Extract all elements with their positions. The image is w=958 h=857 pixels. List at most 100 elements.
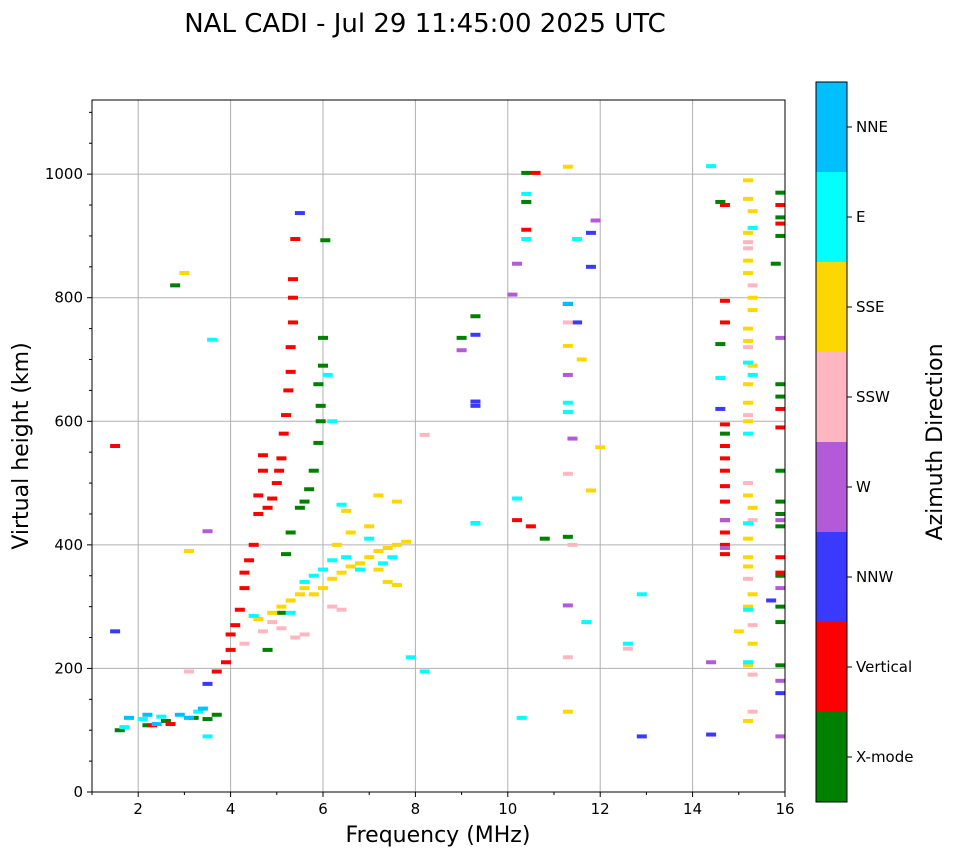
data-point [747, 623, 758, 628]
data-point [253, 493, 264, 498]
colorbar-tick-label: SSW [856, 388, 890, 406]
data-point [636, 592, 647, 597]
data-point [770, 261, 781, 266]
data-point [747, 209, 758, 214]
data-point [775, 555, 786, 560]
series-w [202, 218, 786, 739]
data-point [539, 536, 550, 541]
data-point [202, 717, 213, 722]
data-point [287, 320, 298, 325]
data-point [743, 400, 754, 405]
data-point [581, 620, 592, 625]
data-point [525, 524, 536, 529]
data-point [287, 295, 298, 300]
colorbar-tick-label: SSE [856, 298, 885, 316]
data-point [572, 320, 583, 325]
data-point [521, 199, 532, 204]
data-point [743, 607, 754, 612]
data-point [211, 669, 222, 674]
series-vertical [110, 170, 786, 728]
data-point [775, 570, 786, 575]
series-nnw [110, 211, 786, 739]
data-point [193, 709, 204, 714]
colorbar-frame [815, 81, 848, 803]
data-point [719, 552, 730, 557]
colorbar-swatch [816, 442, 847, 532]
data-point [747, 308, 758, 313]
data-point [715, 376, 726, 381]
data-point [373, 567, 384, 572]
data-point [521, 170, 532, 175]
x-tick-label: 8 [411, 800, 421, 818]
colorbar-label: Azimuth Direction [923, 343, 948, 540]
data-point [562, 534, 573, 539]
x-tick-label: 10 [498, 800, 517, 818]
data-point [562, 320, 573, 325]
data-point [184, 549, 195, 554]
data-point [719, 484, 730, 489]
data-point [391, 499, 402, 504]
data-point [308, 573, 319, 578]
data-point [331, 542, 342, 547]
data-point [285, 345, 296, 350]
data-point [775, 586, 786, 591]
data-point [743, 360, 754, 365]
data-point [470, 332, 481, 337]
data-point [743, 660, 754, 665]
data-point [747, 372, 758, 377]
plot-frame [91, 99, 786, 793]
data-point [512, 496, 523, 501]
data-point [595, 445, 606, 450]
data-point [110, 629, 121, 634]
data-point [456, 335, 467, 340]
data-point [336, 570, 347, 575]
series-x-mode [114, 170, 786, 733]
data-point [743, 521, 754, 526]
data-point [294, 211, 305, 216]
data-point [719, 320, 730, 325]
data-point [308, 468, 319, 473]
y-tick-label: 0 [73, 783, 83, 801]
data-point [706, 164, 717, 169]
data-point [747, 672, 758, 677]
data-point [719, 499, 730, 504]
data-point [382, 545, 393, 550]
data-point [719, 456, 730, 461]
data-point [283, 388, 294, 393]
data-point [207, 337, 218, 342]
data-point [211, 712, 222, 717]
colorbar-tick-label: X-mode [856, 748, 913, 766]
grid [92, 100, 786, 793]
data-point [743, 271, 754, 275]
data-point [521, 227, 532, 232]
data-point [775, 382, 786, 387]
data-point [262, 505, 273, 510]
data-point [743, 345, 754, 350]
series-nne [123, 301, 573, 727]
data-point [572, 237, 583, 242]
data-point [562, 301, 573, 306]
data-point [719, 431, 730, 436]
data-point [315, 419, 326, 424]
data-point [220, 660, 231, 665]
data-point [775, 335, 786, 340]
data-point [743, 419, 754, 424]
data-point [322, 372, 333, 377]
data-point [743, 564, 754, 569]
data-point [775, 190, 786, 195]
data-point [299, 586, 310, 591]
data-point [719, 542, 730, 547]
data-point [285, 530, 296, 535]
data-point [285, 369, 296, 374]
data-point [470, 403, 481, 408]
data-point [276, 610, 287, 615]
series-sse [179, 164, 758, 723]
data-point [184, 715, 195, 720]
data-point [114, 728, 125, 733]
data-point [567, 542, 578, 547]
data-point [743, 481, 754, 486]
x-tick-label: 12 [591, 800, 610, 818]
data-point [257, 468, 268, 473]
data-point [719, 530, 730, 535]
data-point [257, 629, 268, 634]
